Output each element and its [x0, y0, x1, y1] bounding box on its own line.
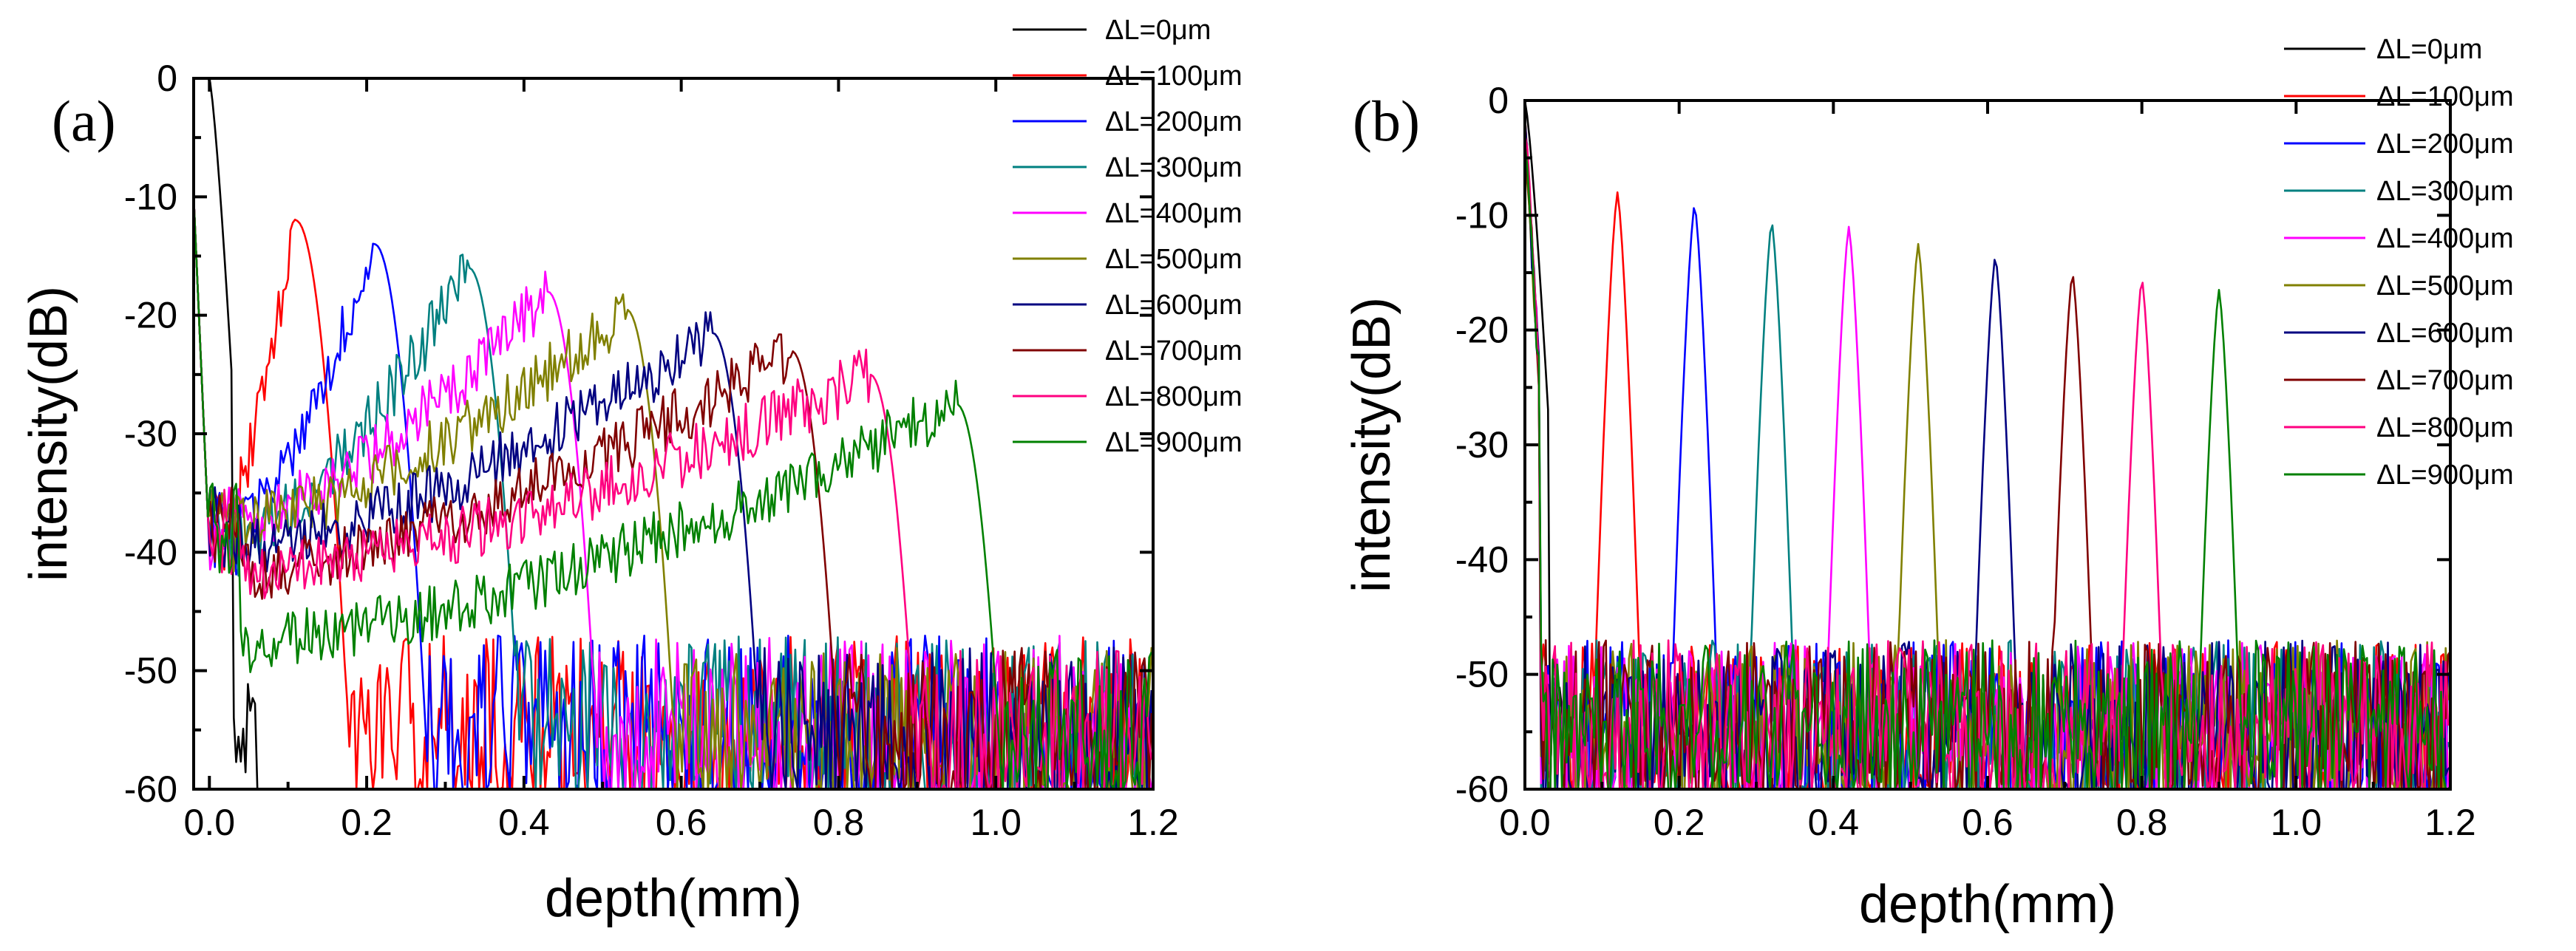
x-tick-label: 1.2: [1127, 802, 1179, 843]
x-tick-label: 1.0: [970, 802, 1022, 843]
y-axis-title: intensity(dB): [19, 286, 78, 582]
y-tick-label: -20: [124, 295, 177, 336]
x-tick-label: 1.2: [2424, 802, 2476, 843]
legend-entry: ΔL=0μm: [2376, 34, 2482, 65]
legend-entry: ΔL=600μm: [1105, 290, 1243, 321]
x-tick-label: 0.6: [656, 802, 707, 843]
y-tick-label: -60: [124, 768, 177, 810]
y-axis-title: intensity(dB): [1342, 297, 1401, 593]
y-tick-label: -40: [1455, 539, 1509, 580]
x-tick-label: 0.8: [2116, 802, 2168, 843]
x-tick-label: 0.2: [341, 802, 392, 843]
chart-panel-a: 0.0 0.2 0.4 0.6 0.8 1.0 1.2 0 -10 -20 -30 -40 -50 -60…: [19, 15, 1243, 928]
legend-entry: ΔL=500μm: [2376, 270, 2514, 301]
y-tick-label: 0: [157, 58, 177, 99]
y-tick-label: -30: [1455, 424, 1509, 466]
x-tick-label: 0.6: [1962, 802, 2013, 843]
x-tick-label: 0.2: [1654, 802, 1705, 843]
series-line-8: [194, 197, 1153, 791]
legend-entry: ΔL=300μm: [2376, 176, 2514, 207]
legend-entry: ΔL=600μm: [2376, 318, 2514, 349]
legend-entry: ΔL=100μm: [1105, 61, 1243, 92]
y-tick-label: -40: [124, 531, 177, 573]
x-tick-label: 0.0: [1499, 802, 1551, 843]
y-tick-label: 0: [1488, 80, 1509, 121]
legend-entry: ΔL=900μm: [2376, 460, 2514, 491]
y-tick-label: -60: [1455, 768, 1509, 810]
series-line-9: [1525, 143, 2450, 791]
x-axis-title: depth(mm): [1859, 875, 2116, 934]
series-line-9: [194, 197, 1153, 791]
legend-entry: ΔL=200μm: [1105, 106, 1243, 137]
panel-label: (b): [1353, 89, 1420, 153]
x-tick-label: 1.0: [2271, 802, 2322, 843]
panel-label: (a): [52, 89, 116, 153]
x-tick-label: 0.4: [498, 802, 550, 843]
series-line-6: [194, 197, 1153, 791]
x-axis-title: depth(mm): [545, 869, 802, 928]
legend: ΔL=0μm ΔL=100μm ΔL=200μm ΔL=300μm ΔL=400μm ΔL…: [2284, 34, 2514, 491]
y-tick-label: -20: [1455, 310, 1509, 351]
series-group: [194, 77, 1153, 791]
y-tick-label: -50: [124, 650, 177, 692]
legend-entry: ΔL=900μm: [1105, 427, 1243, 458]
x-tick-label: 0.0: [184, 802, 236, 843]
legend: ΔL=0μm ΔL=100μm ΔL=200μm ΔL=300μm ΔL=400μm ΔL…: [1013, 15, 1243, 458]
y-tick-label: -30: [124, 413, 177, 454]
chart-panel-b: 0.0 0.2 0.4 0.6 0.8 1.0 1.2 0 -10 -20 -30 -40 -50 -60…: [1342, 34, 2514, 934]
y-tick-label: -50: [1455, 654, 1509, 695]
legend-entry: ΔL=400μm: [2376, 223, 2514, 254]
legend-entry: ΔL=800μm: [1105, 381, 1243, 412]
legend-entry: ΔL=0μm: [1105, 15, 1211, 46]
y-tick-label: -10: [1455, 194, 1509, 236]
legend-entry: ΔL=200μm: [2376, 129, 2514, 160]
legend-entry: ΔL=100μm: [2376, 81, 2514, 112]
y-tick-label: -10: [124, 176, 177, 217]
legend-entry: ΔL=700μm: [1105, 335, 1243, 367]
x-tick-label: 0.8: [813, 802, 865, 843]
legend-entry: ΔL=300μm: [1105, 152, 1243, 183]
legend-entry: ΔL=400μm: [1105, 198, 1243, 229]
series-group: [1525, 100, 2450, 791]
legend-entry: ΔL=800μm: [2376, 412, 2514, 443]
legend-entry: ΔL=700μm: [2376, 365, 2514, 396]
x-tick-label: 0.4: [1808, 802, 1860, 843]
legend-entry: ΔL=500μm: [1105, 244, 1243, 275]
